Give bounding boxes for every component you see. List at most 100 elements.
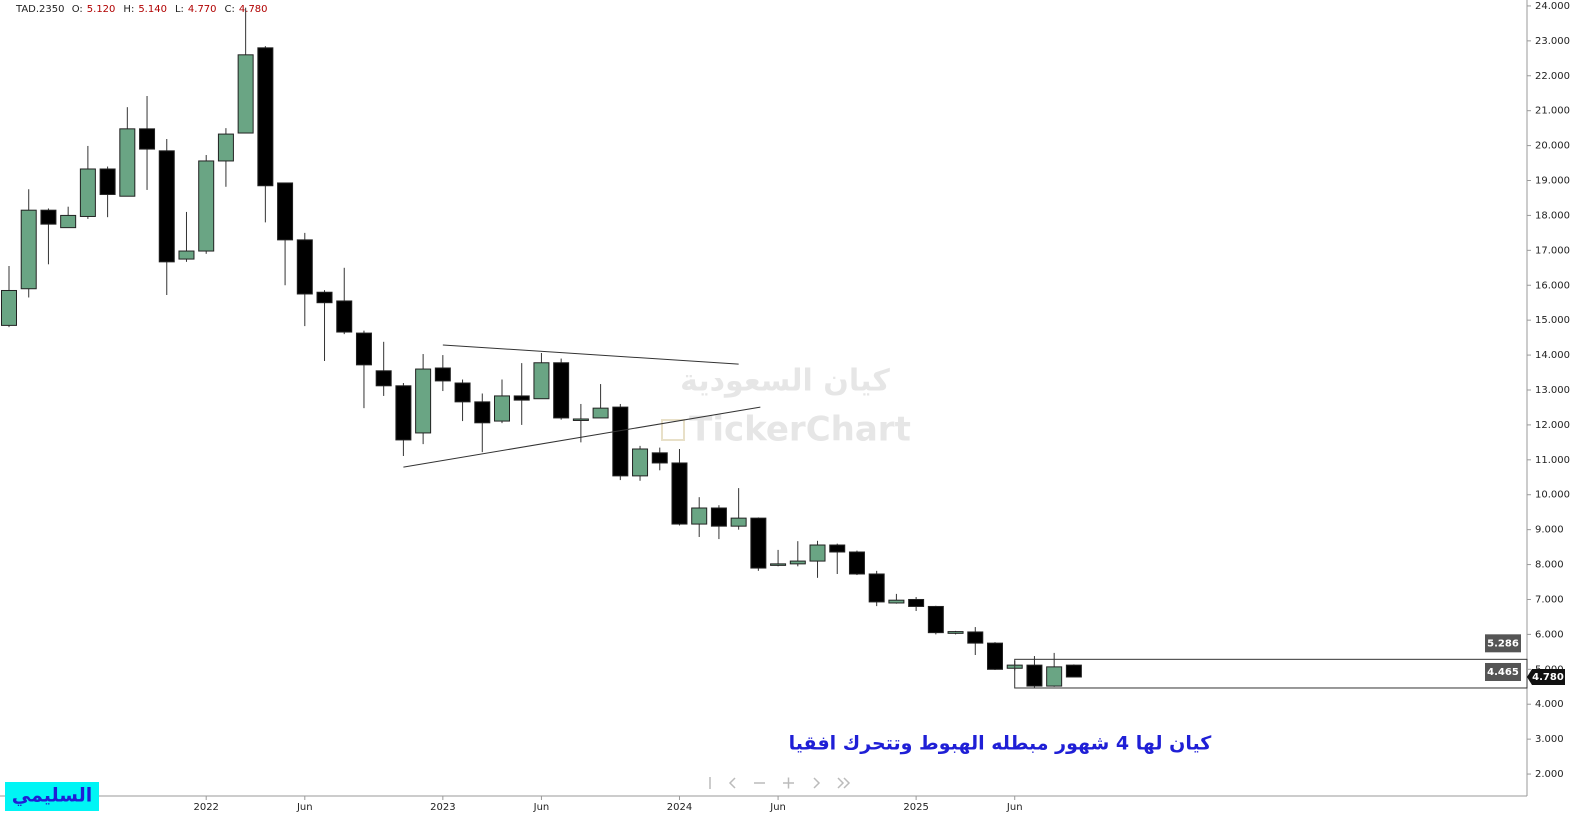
price-tag-box [1485, 662, 1521, 681]
last-price-label: 4.780 [1532, 672, 1564, 683]
candle-body [1026, 664, 1043, 687]
candle-body [277, 182, 294, 241]
candle-body [947, 631, 964, 634]
y-tick-label: 17.000 [1535, 245, 1570, 256]
candle-body [99, 168, 116, 195]
candle-body [987, 642, 1003, 670]
candle-body [750, 517, 767, 569]
candle-body [40, 209, 57, 225]
candle-body [868, 573, 885, 603]
x-tick-label: 2022 [193, 802, 218, 813]
y-tick-label: 10.000 [1535, 490, 1570, 501]
candle-body [888, 599, 905, 604]
candle-body [336, 300, 353, 333]
candle-body [691, 507, 708, 525]
candle-body [1, 289, 17, 326]
candle-body [908, 598, 925, 607]
annotation: كيان لها 4 شهور مبطله الهبوط وتتحرك افقي… [789, 733, 1213, 755]
nav-left[interactable] [728, 777, 736, 789]
candle-body [454, 382, 471, 403]
candle-body [651, 452, 668, 464]
candle-body [671, 462, 688, 525]
x-tick-label: 2024 [667, 802, 692, 813]
x-tick-label: Jun [533, 802, 550, 813]
candle-body [395, 385, 412, 441]
field-value: 5.120 [86, 4, 116, 15]
y-tick-label: 7.000 [1535, 594, 1564, 605]
price-tag: 5.286 [1487, 638, 1519, 649]
signature-box [5, 782, 99, 811]
candle-body [592, 407, 609, 419]
candle-body [553, 362, 570, 419]
candle-body [829, 544, 846, 553]
y-tick-label: 18.000 [1535, 210, 1570, 221]
y-tick-label: 22.000 [1535, 71, 1570, 82]
y-tick-label: 16.000 [1535, 280, 1570, 291]
candle-body [632, 448, 649, 477]
y-tick-label: 3.000 [1535, 734, 1564, 745]
range-box [1014, 658, 1528, 689]
nav-end[interactable] [837, 777, 851, 789]
y-tick-label: 15.000 [1535, 315, 1570, 326]
candle-body [513, 395, 530, 401]
candle-body [79, 168, 96, 217]
y-tick-label: 21.000 [1535, 106, 1570, 117]
candle-body [474, 401, 491, 424]
y-tick-label: 11.000 [1535, 455, 1570, 466]
y-tick-label: 24.000 [1535, 1, 1570, 12]
y-tick-label: 2.000 [1535, 769, 1564, 780]
y-tick-label: 13.000 [1535, 385, 1570, 396]
nav-right[interactable] [813, 777, 821, 789]
candle-body [375, 370, 392, 387]
candle-body [296, 239, 313, 295]
candle-body [60, 214, 77, 229]
last-price-box [1527, 668, 1565, 685]
x-tick-label: Jun [769, 802, 786, 813]
y-tick-label: 19.000 [1535, 176, 1570, 187]
marks [1, 7, 1528, 689]
y-tick-label: 6.000 [1535, 629, 1564, 640]
field-label: L: [174, 4, 184, 15]
x-tick-label: 2025 [903, 802, 928, 813]
field-label: H: [123, 4, 135, 15]
candle-body [967, 631, 984, 644]
y-tick-label: 4.000 [1535, 699, 1564, 710]
candle-body [809, 544, 826, 562]
x-tick-label: 2023 [430, 802, 455, 813]
candle-body [1046, 666, 1063, 687]
candle-body [158, 150, 175, 263]
navigation[interactable] [709, 777, 851, 789]
candle-body [119, 128, 136, 197]
trendline [403, 406, 761, 468]
candle-body [533, 362, 550, 400]
candle-body [415, 368, 432, 434]
candle-body [355, 332, 372, 366]
watermark: TickerChart [689, 410, 911, 450]
watermark: كيان السعودية [680, 364, 890, 399]
y-tick-label: 9.000 [1535, 525, 1564, 536]
x-tick-label: Jun [1006, 802, 1023, 813]
field-value: 5.140 [138, 4, 167, 15]
field-label: C: [224, 4, 235, 15]
candle-body [198, 160, 215, 252]
candle-body [237, 54, 254, 134]
nav-zoom-in[interactable] [783, 777, 794, 789]
field-value: 4.780 [238, 4, 268, 15]
candle-body [848, 551, 865, 575]
candle-body [612, 406, 629, 477]
candle-body [178, 250, 195, 260]
y-tick-label: 8.000 [1535, 560, 1564, 571]
price-tag-box [1485, 634, 1521, 653]
symbol: TAD.2350 [16, 4, 65, 15]
price-tag: 4.465 [1487, 667, 1519, 678]
candle-body [572, 418, 589, 421]
field-label: O: [71, 4, 83, 15]
field-value: 4.770 [187, 4, 217, 15]
x-tick-label: Jun [296, 802, 313, 813]
candle-body [257, 47, 274, 187]
header: TAD.2350 O: 5.120 H: 5.140 L: 4.770 C: 4.780 [16, 4, 276, 15]
y-tick-label: 12.000 [1535, 420, 1570, 431]
candle-body [434, 367, 451, 382]
